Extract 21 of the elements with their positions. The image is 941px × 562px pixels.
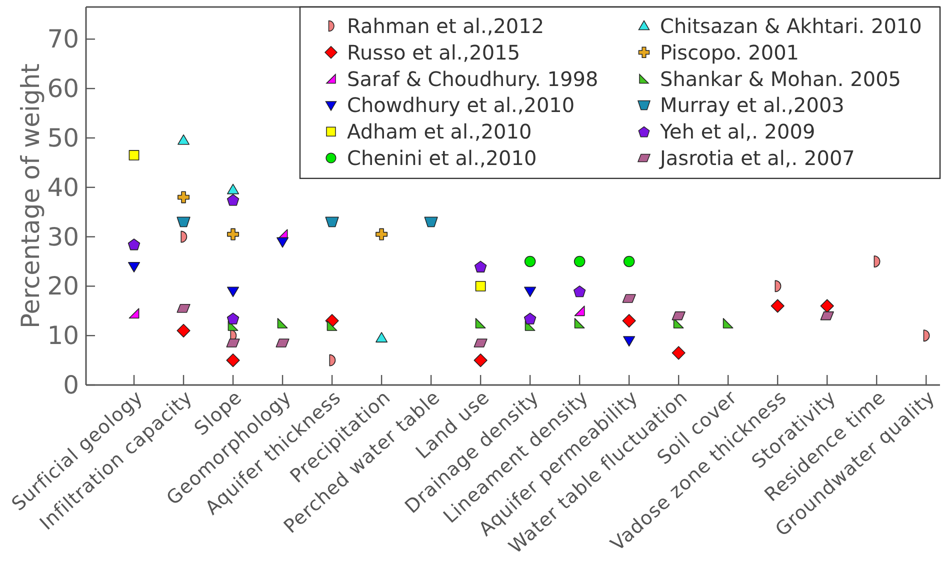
- y-tick-label: 40: [47, 172, 79, 202]
- legend-label: Jasrotia et al,. 2007: [658, 146, 855, 170]
- legend-label: Chitsazan & Akhtari. 2010: [660, 14, 922, 38]
- legend-label: Rahman et al.,2012: [347, 14, 544, 38]
- legend-label: Saraf & Choudhury. 1998: [347, 66, 598, 91]
- y-tick-label: 0: [63, 370, 79, 400]
- legend-label: Yeh et al,. 2009: [659, 120, 816, 144]
- y-tick-label: 70: [47, 24, 79, 54]
- legend-label: Shankar & Mohan. 2005: [660, 66, 902, 91]
- y-tick-label: 30: [47, 222, 79, 252]
- y-tick-label: 20: [47, 272, 79, 301]
- y-axis-title: Percentage of weight: [16, 63, 44, 328]
- legend-label: Chenini et al.,2010: [347, 146, 537, 170]
- y-tick-label: 50: [47, 123, 79, 152]
- legend-label: Adham et al.,2010: [347, 120, 532, 144]
- legend-label: Chowdhury et al.,2010: [347, 93, 575, 118]
- legend-label: Murray et al.,2003: [660, 93, 844, 118]
- legend-label: Piscopo. 2001: [660, 40, 800, 64]
- y-tick-label: 60: [47, 74, 79, 104]
- y-tick-label: 10: [47, 321, 79, 350]
- legend-label: Russo et al.,2015: [347, 40, 520, 64]
